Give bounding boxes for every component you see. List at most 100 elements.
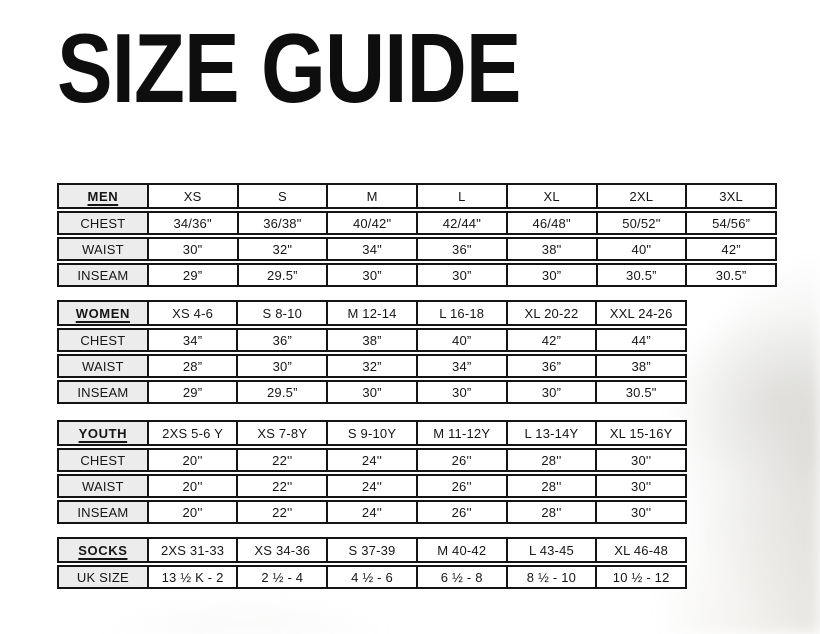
size-value-cell: 34” xyxy=(415,356,506,376)
size-value-cell: 34” xyxy=(146,330,237,350)
size-value-cell: 26'' xyxy=(415,476,506,496)
size-value-cell: 30” xyxy=(236,356,326,376)
size-table-men: MEN XS S M L XL 2XL 3XL CHEST 34/36" 36/38" 40/42" 4… xyxy=(57,183,777,287)
table-header-row: SOCKS 2XS 31-33 XS 34-36 S 37-39 M 40-42 L 43… xyxy=(57,537,687,563)
size-value-cell: 30'' xyxy=(595,502,685,522)
table-section-label: YOUTH xyxy=(59,422,147,444)
size-header-cell: S xyxy=(236,185,327,207)
size-value-cell: 30.5" xyxy=(595,382,685,402)
size-value-cell: 8 ½ - 10 xyxy=(505,567,596,587)
size-value-cell: 42/44" xyxy=(416,213,506,233)
size-header-cell: S 8-10 xyxy=(236,302,326,324)
size-header-cell: M 12-14 xyxy=(326,302,416,324)
table-row: WAIST 30" 32" 34" 36" 38" 40" 42” xyxy=(57,237,777,261)
size-value-cell: 20'' xyxy=(146,502,237,522)
size-value-cell: 6 ½ - 8 xyxy=(415,567,506,587)
size-value-cell: 30” xyxy=(505,265,596,285)
row-label-cell: INSEAM xyxy=(59,382,147,402)
size-value-cell: 36” xyxy=(236,330,326,350)
table-header-row: MEN XS S M L XL 2XL 3XL xyxy=(57,183,777,209)
size-value-cell: 34" xyxy=(326,239,416,259)
size-value-cell: 54/56” xyxy=(685,213,775,233)
size-value-cell: 38” xyxy=(326,330,416,350)
size-value-cell: 24'' xyxy=(326,450,416,470)
size-header-cell: M xyxy=(326,185,416,207)
size-value-cell: 22'' xyxy=(236,476,326,496)
size-value-cell: 10 ½ - 12 xyxy=(595,567,685,587)
size-header-cell: L 43-45 xyxy=(505,539,596,561)
size-header-cell: M 11-12Y xyxy=(415,422,506,444)
size-value-cell: 40/42" xyxy=(326,213,416,233)
size-value-cell: 4 ½ - 6 xyxy=(326,567,416,587)
row-label-cell: WAIST xyxy=(59,356,147,376)
size-header-cell: L 16-18 xyxy=(415,302,506,324)
size-value-cell: 22'' xyxy=(236,502,326,522)
size-table-socks: SOCKS 2XS 31-33 XS 34-36 S 37-39 M 40-42 L 43… xyxy=(57,537,687,589)
size-value-cell: 30” xyxy=(415,382,506,402)
size-header-cell: XL 20-22 xyxy=(505,302,596,324)
size-table-youth: YOUTH 2XS 5-6 Y XS 7-8Y S 9-10Y M 11-12Y L 13… xyxy=(57,420,687,524)
size-value-cell: 30'' xyxy=(595,476,685,496)
size-value-cell: 28'' xyxy=(505,450,596,470)
table-section-label: WOMEN xyxy=(59,302,147,324)
table-row: CHEST 34/36" 36/38" 40/42" 42/44" 46/48" 50/52… xyxy=(57,211,777,235)
size-header-cell: 2XS 5-6 Y xyxy=(146,422,237,444)
size-table-women: WOMEN XS 4-6 S 8-10 M 12-14 L 16-18 XL 20-22 X… xyxy=(57,300,687,404)
size-value-cell: 36/38" xyxy=(236,213,327,233)
size-header-cell: XL 46-48 xyxy=(595,539,685,561)
size-header-cell: M 40-42 xyxy=(415,539,506,561)
size-value-cell: 29.5” xyxy=(236,382,326,402)
size-value-cell: 30” xyxy=(326,382,416,402)
size-value-cell: 50/52" xyxy=(595,213,686,233)
size-value-cell: 30.5” xyxy=(595,265,686,285)
size-header-cell: XS 7-8Y xyxy=(236,422,326,444)
table-row: WAIST 28” 30” 32” 34” 36” 38” xyxy=(57,354,687,378)
table-row: INSEAM 20'' 22'' 24'' 26'' 28'' 30'' xyxy=(57,500,687,524)
size-header-cell: S 9-10Y xyxy=(326,422,416,444)
page-title: SIZE GUIDE xyxy=(57,13,521,123)
row-label-cell: WAIST xyxy=(59,239,147,259)
table-section-label: SOCKS xyxy=(59,539,147,561)
size-value-cell: 29” xyxy=(146,382,237,402)
size-value-cell: 30'' xyxy=(595,450,685,470)
row-label-cell: INSEAM xyxy=(59,502,147,522)
size-value-cell: 42” xyxy=(685,239,775,259)
table-header-row: YOUTH 2XS 5-6 Y XS 7-8Y S 9-10Y M 11-12Y L 13… xyxy=(57,420,687,446)
size-value-cell: 36” xyxy=(505,356,596,376)
row-label-cell: UK SIZE xyxy=(59,567,147,587)
size-value-cell: 32" xyxy=(236,239,327,259)
size-value-cell: 29” xyxy=(146,265,237,285)
size-header-cell: XXL 24-26 xyxy=(595,302,685,324)
size-value-cell: 30” xyxy=(326,265,416,285)
row-label-cell: WAIST xyxy=(59,476,147,496)
table-row: CHEST 20'' 22'' 24'' 26'' 28'' 30'' xyxy=(57,448,687,472)
size-header-cell: 2XS 31-33 xyxy=(146,539,237,561)
size-header-cell: XL 15-16Y xyxy=(595,422,685,444)
size-value-cell: 2 ½ - 4 xyxy=(236,567,326,587)
size-value-cell: 20'' xyxy=(146,450,237,470)
size-value-cell: 42” xyxy=(505,330,596,350)
size-value-cell: 24'' xyxy=(326,476,416,496)
size-value-cell: 28'' xyxy=(505,502,596,522)
size-header-cell: 2XL xyxy=(595,185,686,207)
size-value-cell: 36" xyxy=(416,239,506,259)
size-value-cell: 30" xyxy=(146,239,237,259)
table-row: INSEAM 29” 29.5” 30” 30” 30” 30.5" xyxy=(57,380,687,404)
size-value-cell: 38” xyxy=(595,356,685,376)
table-header-row: WOMEN XS 4-6 S 8-10 M 12-14 L 16-18 XL 20-22 X… xyxy=(57,300,687,326)
size-value-cell: 40” xyxy=(415,330,506,350)
size-value-cell: 30.5” xyxy=(685,265,775,285)
table-row: CHEST 34” 36” 38” 40” 42” 44” xyxy=(57,328,687,352)
size-value-cell: 26'' xyxy=(415,502,506,522)
size-header-cell: XS xyxy=(146,185,237,207)
size-value-cell: 13 ½ K - 2 xyxy=(146,567,237,587)
size-value-cell: 38" xyxy=(505,239,596,259)
size-value-cell: 40" xyxy=(595,239,686,259)
size-value-cell: 28” xyxy=(146,356,237,376)
size-value-cell: 20'' xyxy=(146,476,237,496)
table-section-label: MEN xyxy=(59,185,147,207)
table-row: INSEAM 29” 29.5” 30” 30” 30” 30.5” 30.5” xyxy=(57,263,777,287)
size-value-cell: 24'' xyxy=(326,502,416,522)
size-value-cell: 22'' xyxy=(236,450,326,470)
